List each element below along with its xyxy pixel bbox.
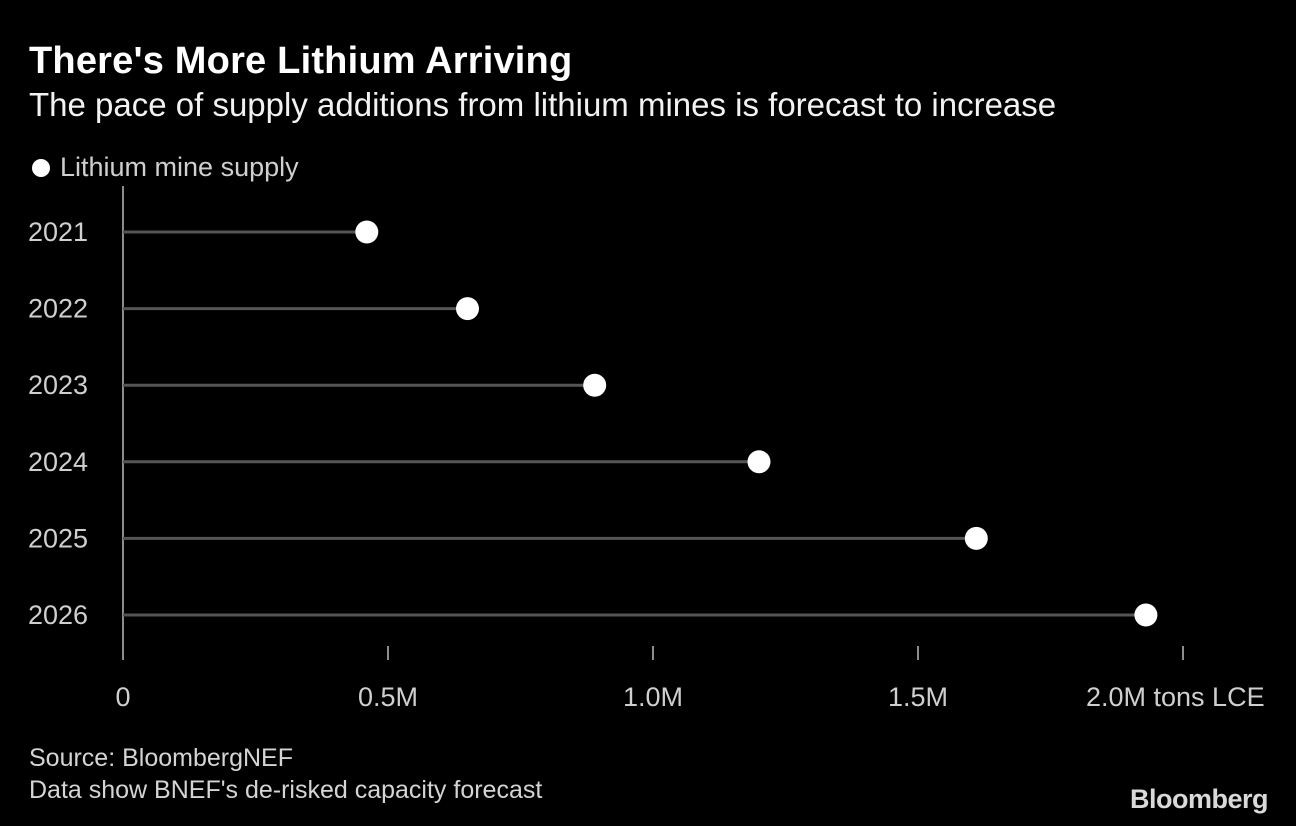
lollipop-dot [747,450,771,474]
lollipop-dot [964,526,988,550]
chart-subtitle: The pace of supply additions from lithiu… [29,86,1057,123]
x-tick-label: 0.5M [358,682,418,712]
y-tick-label: 2026 [28,600,88,630]
source-note: Source: BloombergNEF Data show BNEF's de… [29,742,542,806]
lollipop-dot [1134,603,1158,627]
lollipop-dot [456,297,479,321]
data-note-line: Data show BNEF's de-risked capacity fore… [29,776,543,804]
y-tick-label: 2024 [28,447,88,477]
chart-title: There's More Lithium Arriving [29,40,573,82]
legend-dot-icon [32,158,50,177]
legend-label: Lithium mine supply [60,152,299,182]
x-tick-label: 0 [115,682,130,712]
y-tick-label: 2021 [28,217,88,247]
y-tick-label: 2025 [28,523,88,553]
lollipop-dot [355,220,379,244]
source-line: Source: BloombergNEF [29,744,294,772]
x-tick-label: 2.0M tons LCE [1086,682,1265,712]
x-tick-label: 1.5M [888,682,948,712]
x-tick-label: 1.0M [623,682,683,712]
legend: Lithium mine supply [32,152,299,183]
y-tick-label: 2022 [28,294,88,324]
bloomberg-logo: Bloomberg [1129,784,1269,814]
lollipop-dot [583,373,607,397]
y-tick-label: 2023 [28,370,88,400]
